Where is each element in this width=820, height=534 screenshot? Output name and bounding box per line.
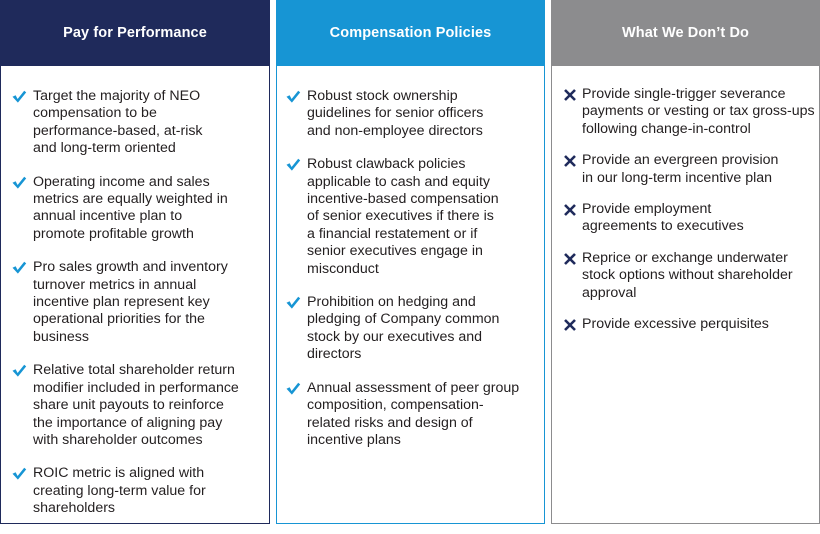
- item-text-line: composition, compensation-: [307, 397, 484, 414]
- checkmark-icon: [285, 157, 301, 173]
- what-we-dont-do-column: What We Don’t Do Provide single-trigger …: [551, 0, 820, 524]
- item-text-line: guidelines for senior officers: [307, 105, 484, 122]
- item-text-line: Provide employment: [582, 201, 712, 218]
- item-text-line: of senior executives if there is: [307, 208, 494, 225]
- item-text-line: following change-in-control: [582, 120, 751, 137]
- item-text-line: payments or vesting or tax gross-ups: [582, 103, 815, 120]
- list-item: Reprice or exchange underwater stock opti…: [562, 250, 817, 302]
- item-text-line: Annual assessment of peer group: [307, 379, 520, 396]
- item-text-line: in our long-term incentive plan: [582, 169, 773, 186]
- item-text-line: stock by our executives and: [307, 328, 483, 345]
- list-item: Robust stock ownership guidelines for sen…: [285, 88, 542, 140]
- item-text-line: Provide an evergreen provision: [582, 152, 779, 169]
- item-text-line: the importance of aligning pay: [33, 414, 223, 431]
- item-text-line: agreements to executives: [582, 218, 744, 235]
- checkmark-icon: [11, 363, 27, 379]
- item-text-line: Provide excessive perquisites: [582, 316, 769, 333]
- list-item: Provide single-trigger severance payments…: [562, 86, 817, 138]
- x-mark-icon: [562, 317, 578, 333]
- item-text-line: with shareholder outcomes: [33, 431, 203, 448]
- item-text-line: business: [33, 328, 89, 345]
- item-text-line: Robust stock ownership: [307, 88, 458, 104]
- checkmark-icon: [11, 466, 27, 482]
- item-text-line: pledging of Company common: [307, 311, 500, 328]
- checkmark-icon: [11, 175, 27, 191]
- checkmark-icon: [285, 381, 301, 397]
- item-text-line: stock options without shareholder: [582, 267, 793, 284]
- item-text-line: modifier included in performance: [33, 379, 239, 396]
- item-text-line: and non-employee directors: [307, 122, 483, 139]
- item-text-line: senior executives engage in: [307, 243, 483, 260]
- list-item: Target the majority of NEO compensation t…: [11, 88, 267, 158]
- item-text-line: creating long-term value for: [33, 482, 206, 499]
- item-text-line: incentive plans: [307, 431, 401, 448]
- list-item: Prohibition on hedging and pledging of Co…: [285, 294, 542, 364]
- item-text-line: turnover metrics in annual: [33, 276, 197, 293]
- item-list: Target the majority of NEO compensation t…: [11, 88, 267, 534]
- list-item: Operating income and sales metrics are eq…: [11, 174, 267, 244]
- item-text-line: share unit payouts to reinforce: [33, 397, 224, 414]
- x-mark-icon: [562, 202, 578, 218]
- column-body: Target the majority of NEO compensation t…: [0, 66, 270, 524]
- list-item: ROIC metric is aligned with creating long…: [11, 465, 267, 517]
- list-item: Provide an evergreen provision in our lon…: [562, 152, 817, 187]
- item-text-line: annual incentive plan to: [33, 208, 183, 225]
- item-text-line: operational priorities for the: [33, 311, 205, 328]
- item-list: Robust stock ownership guidelines for sen…: [285, 88, 542, 465]
- checkmark-icon: [11, 89, 27, 105]
- item-text-line: incentive plan represent key: [33, 294, 210, 311]
- item-text-line: incentive-based compensation: [307, 191, 499, 208]
- item-text-line: approval: [582, 284, 637, 301]
- item-text-line: misconduct: [307, 260, 379, 277]
- column-body: Provide single-trigger severance payments…: [551, 66, 820, 524]
- pay-for-performance-column: Pay for Performance Target the majority …: [0, 0, 270, 524]
- checkmark-icon: [11, 260, 27, 276]
- x-mark-icon: [562, 87, 578, 103]
- item-text-line: directors: [307, 346, 362, 363]
- column-header-pay-for-performance: Pay for Performance: [0, 0, 270, 66]
- x-mark-icon: [562, 251, 578, 267]
- item-text-line: applicable to cash and equity: [307, 173, 490, 190]
- column-header-compensation-policies: Compensation Policies: [276, 0, 545, 66]
- list-item: Provide employment agreements to executiv…: [562, 201, 817, 236]
- item-text-line: Target the majority of NEO: [33, 88, 201, 104]
- checkmark-icon: [285, 295, 301, 311]
- list-item: Provide excessive perquisites: [562, 316, 817, 333]
- item-text-line: shareholders: [33, 500, 116, 517]
- item-text-line: Provide single-trigger severance: [582, 86, 786, 102]
- column-body: Robust stock ownership guidelines for sen…: [276, 66, 545, 524]
- item-text-line: and long-term oriented: [33, 140, 176, 157]
- list-item: Annual assessment of peer group compositi…: [285, 380, 542, 450]
- compensation-policies-column: Compensation Policies Robust stock owner…: [276, 0, 545, 524]
- item-text-line: ROIC metric is aligned with: [33, 465, 205, 482]
- item-text-line: Robust clawback policies: [307, 156, 466, 173]
- item-text-line: Operating income and sales: [33, 173, 210, 190]
- list-item: Pro sales growth and inventory turnover m…: [11, 259, 267, 346]
- item-text-line: metrics are equally weighted in: [33, 191, 228, 208]
- list-item: Robust clawback policies applicable to ca…: [285, 156, 542, 278]
- item-text-line: promote profitable growth: [33, 225, 194, 242]
- item-text-line: performance-based, at-risk: [33, 122, 203, 139]
- item-text-line: Relative total shareholder return: [33, 362, 235, 379]
- item-text-line: Prohibition on hedging and: [307, 294, 476, 311]
- item-text-line: a financial restatement or if: [307, 225, 478, 242]
- list-item: Relative total shareholder return modifie…: [11, 362, 267, 449]
- item-list: Provide single-trigger severance payments…: [562, 86, 817, 347]
- checkmark-icon: [285, 89, 301, 105]
- item-text-line: related risks and design of: [307, 414, 473, 431]
- x-mark-icon: [562, 153, 578, 169]
- item-text-line: compensation to be: [33, 105, 157, 122]
- item-text-line: Reprice or exchange underwater: [582, 249, 788, 266]
- column-header-what-we-dont-do: What We Don’t Do: [551, 0, 820, 66]
- item-text-line: Pro sales growth and inventory: [33, 259, 228, 276]
